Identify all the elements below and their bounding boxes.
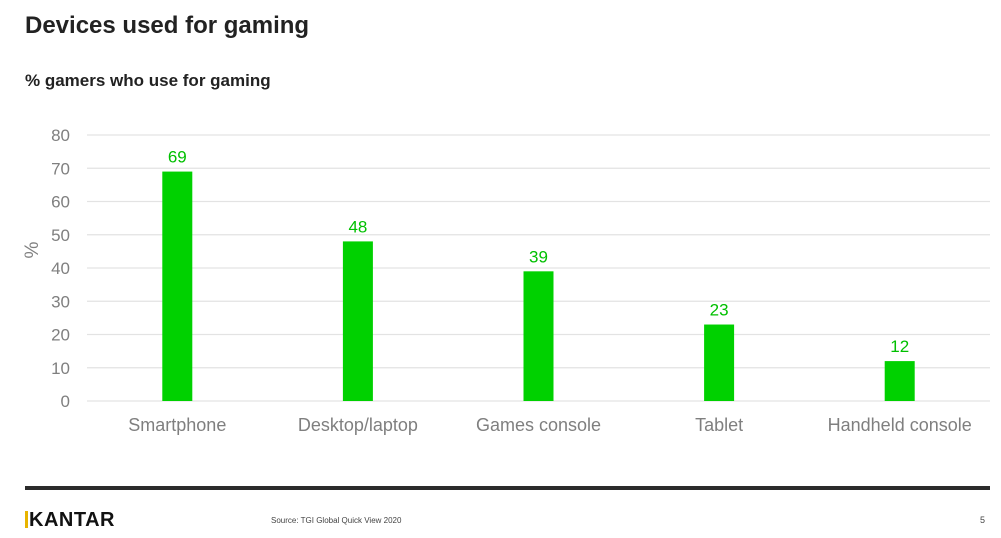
x-tick-label: Smartphone — [128, 415, 226, 435]
y-tick-label: 50 — [51, 226, 70, 245]
source-note: Source: TGI Global Quick View 2020 — [271, 516, 402, 525]
footer-divider — [25, 486, 990, 490]
y-tick-label: 70 — [51, 159, 70, 178]
y-tick-label: 20 — [51, 326, 70, 345]
bar-tablet — [704, 324, 735, 401]
y-tick-label: 30 — [51, 292, 70, 311]
bar-chart: 0 10 20 30 40 50 60 70 80% 69 Smartphone 48 Desktop/… — [22, 126, 990, 435]
x-tick-label: Handheld console — [828, 415, 972, 435]
y-tick-label: 40 — [51, 259, 70, 278]
bar-games-console — [523, 271, 554, 401]
y-tick-label: 0 — [61, 392, 70, 411]
y-axis-label: % — [22, 241, 43, 258]
kantar-logo: KANTAR — [25, 509, 115, 532]
page-title: Devices used for gaming — [25, 12, 310, 39]
x-tick-label: Desktop/laptop — [298, 415, 418, 435]
x-tick-label: Games console — [476, 415, 601, 435]
data-label: 12 — [890, 337, 909, 356]
bar-handheld-console — [884, 361, 915, 401]
data-label: 48 — [348, 217, 367, 236]
y-tick-label: 80 — [51, 126, 70, 145]
bar-smartphone — [162, 171, 193, 401]
y-tick-label: 10 — [51, 359, 70, 378]
page-number: 5 — [980, 515, 986, 525]
x-tick-label: Tablet — [695, 415, 743, 435]
data-label: 69 — [168, 148, 187, 167]
y-tick-label: 60 — [51, 193, 70, 212]
bar-desktop-laptop — [342, 241, 373, 401]
data-label: 39 — [529, 247, 548, 266]
chart-subtitle: % gamers who use for gaming — [25, 71, 271, 90]
data-label: 23 — [710, 301, 729, 320]
